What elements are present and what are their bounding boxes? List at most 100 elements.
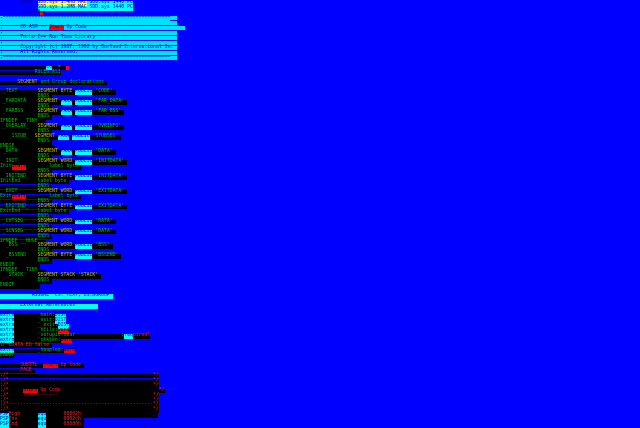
code-token: 00002h (46, 412, 84, 418)
code-token: Exit (0, 193, 12, 200)
code-token: SEGMENT WORD (37, 159, 76, 165)
code-token: SEGMENT (37, 124, 61, 130)
code-token: extrn (0, 313, 15, 319)
code-token: 'BSS' (92, 243, 113, 250)
code-token: ENDS (0, 233, 52, 240)
code-token (0, 304, 6, 309)
code-line: SDD.sys 1.2MB MAC SDD.sys 1440 PC (0, 5, 640, 11)
code-token: ENDS (0, 94, 52, 100)
code-token: PUBLIC (75, 109, 93, 115)
code-token: SEGMENT BYTE (37, 203, 76, 210)
code-line: ; (0, 30, 640, 36)
code-line: InitEnd label byte (0, 179, 640, 185)
code-line: _BSS SEGMENT WORD PUBLIC 'BSS' (0, 243, 640, 250)
code-token: ENDS (0, 183, 52, 190)
code-token: _SCNSEG (0, 228, 38, 235)
code-token: IFNDEF __TINY__ (0, 119, 47, 125)
code-line: ENDS (0, 169, 640, 175)
code-token: ENDS (0, 248, 52, 255)
code-line: _SCNSEG SEGMENT WORD PUBLIC 'DATA' (0, 228, 640, 235)
code-token: _EXITEND_ (0, 203, 38, 210)
code-token: _nfile: (14, 327, 58, 334)
code-token: PARA (60, 149, 73, 155)
code-line: ;/*-------------------------------------… (0, 402, 640, 409)
code-token: extrn (0, 327, 15, 334)
code-token: IF LDATA EQ false (0, 342, 52, 349)
code-token: Init (0, 163, 12, 170)
code-token: 'DATA' (92, 149, 116, 155)
code-token: _heaplen: (14, 347, 64, 354)
code-token: SEGMENT BYTE (37, 89, 76, 96)
code-line: ;/* */ (0, 372, 640, 379)
code-token: _EXIT_ (0, 188, 38, 195)
search-highlight: word (63, 347, 76, 354)
code-line: ENDS (0, 199, 640, 205)
code-line: ENDS (0, 233, 640, 240)
code-token: NAME (0, 0, 38, 5)
code-token (72, 125, 76, 130)
code-token: PSP (0, 417, 9, 423)
code-line: _DATA SEGMENT PARA PUBLIC 'DATA' (0, 149, 640, 155)
code-token: SEGMENT BYTE (37, 173, 76, 180)
code-token: and Group declarations (37, 79, 107, 86)
code-token: ;=======================================… (0, 14, 171, 21)
code-token: Up Code (63, 24, 185, 31)
code-line: ENDS (0, 95, 640, 100)
code-token: SEGMENT STACK 'STACK' (37, 273, 102, 279)
code-token: uired! (132, 332, 151, 339)
code-token: SEGMENT WORD (37, 228, 76, 235)
code-token: INCLUDE (0, 9, 41, 15)
code-token: 0002ch (46, 417, 84, 423)
code-token: ENDIF (0, 263, 41, 269)
code-token: SDD.sys 1440 PC (86, 0, 133, 6)
code-token: 'INITDATA' (92, 173, 128, 180)
code-token: PUBLIC (75, 173, 93, 180)
code-token: SEGMENT (37, 149, 61, 155)
code-token: PUBLIC (75, 124, 93, 130)
code-token: req (124, 332, 133, 339)
code-line: IFNDEF __HUGE__ (0, 239, 640, 245)
code-token: PUBLIC (75, 188, 93, 195)
code-token: ExitEnd label byte (0, 208, 70, 215)
search-highlight (40, 10, 44, 16)
code-token: _BSSEND (0, 253, 38, 259)
code-token: PUBLIC (75, 89, 93, 96)
code-line: PSPHigh equ 00002h (0, 412, 640, 419)
code-token: High (8, 412, 38, 418)
code-token (72, 100, 76, 105)
code-token (72, 110, 76, 115)
code-token: label byte (26, 193, 81, 200)
code-token: extrn (0, 322, 15, 329)
code-token: ;/* */ (0, 382, 159, 389)
code-line: INCLUDE (0, 9, 640, 16)
search-highlight: word (60, 337, 73, 344)
code-line: _EXITEND_ SEGMENT BYTE PUBLIC 'EXITDATA' (0, 203, 640, 210)
code-token: extrn (0, 347, 15, 354)
code-token: PSP (0, 412, 9, 418)
code-line: extrn __exit:DIST (0, 322, 640, 329)
code-token: PARA (60, 99, 73, 105)
code-token: ;/* */ (0, 372, 159, 379)
code-token: SEGMENT (37, 109, 61, 115)
code-line: RULES.ASI (0, 70, 640, 76)
code-token: extrn (0, 318, 15, 324)
code-token (69, 135, 73, 140)
code-token: PARA (57, 134, 70, 140)
code-line: _BSSEND SEGMENT BYTE PUBLIC 'BSSEND' (0, 254, 640, 259)
code-line: ExitStart label byte (0, 193, 640, 200)
code-line: ;=======================================… (0, 55, 640, 61)
code-token (0, 80, 18, 86)
code-token: ENDIF (0, 144, 55, 150)
code-line: ;/* */ (0, 408, 640, 414)
code-token: DIST (54, 318, 67, 324)
code-line: PSPCmd equ 00080h (0, 423, 640, 428)
code-token (72, 150, 76, 155)
code-token: = (52, 64, 67, 71)
code-line: ;/*-------------------------------------… (0, 378, 640, 384)
code-token: ;/*-------------------------------------… (0, 402, 159, 409)
code-token: _FARDATA (0, 99, 38, 105)
code-token: ENDIF (0, 352, 15, 359)
code-line: extrn _main:DIST (0, 313, 640, 319)
code-token: SEGMENT (34, 134, 58, 140)
